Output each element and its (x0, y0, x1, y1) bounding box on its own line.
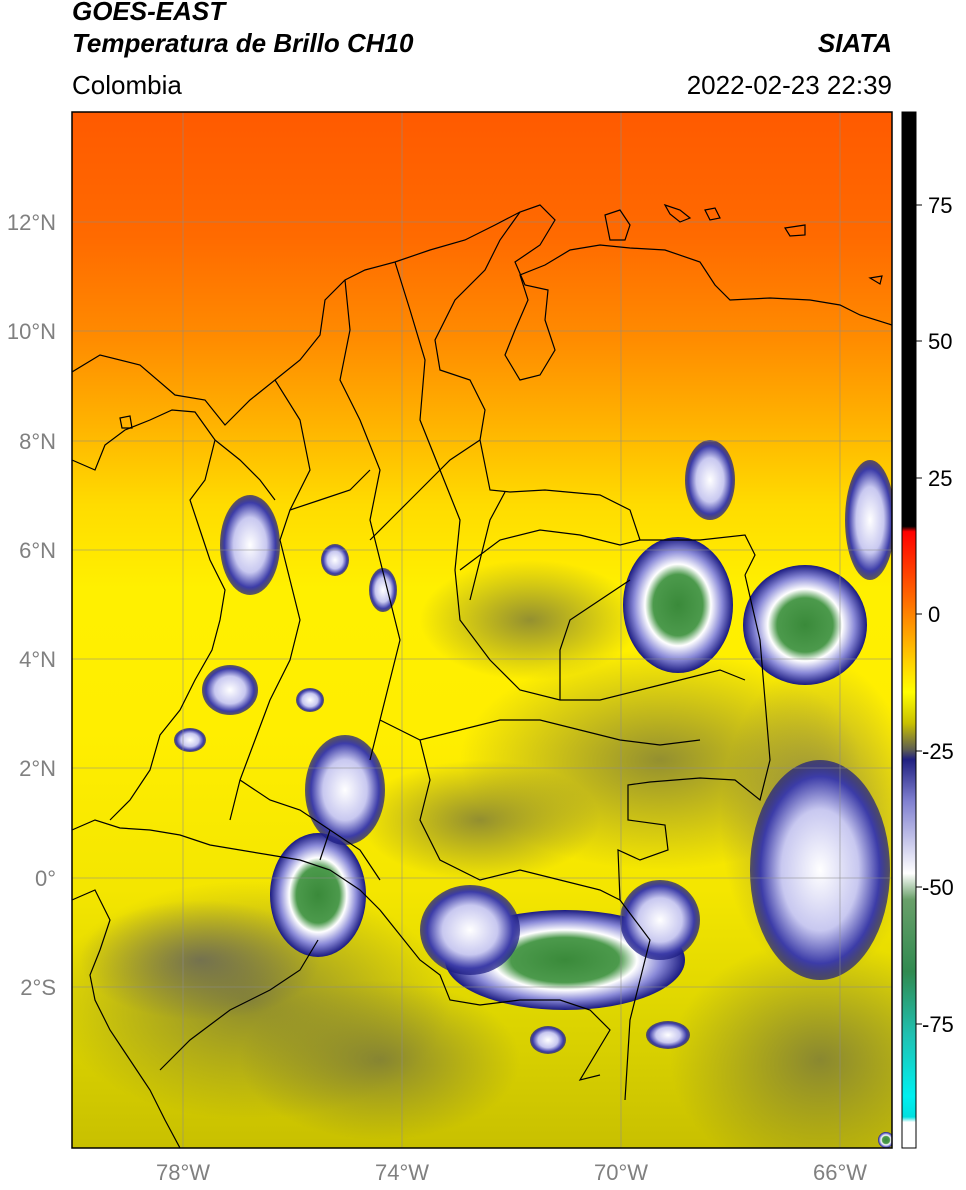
lon-tick-label: 74°W (375, 1160, 429, 1185)
lat-tick-label: 4°N (19, 647, 56, 672)
map-frame (71, 111, 893, 1149)
longitude-labels: 78°W 74°W 70°W 66°W (156, 1160, 867, 1185)
country-borders (72, 203, 892, 1148)
colorbar-tick-label: -25 (922, 739, 954, 764)
lon-tick-label: 78°W (156, 1160, 210, 1185)
colorbar-tick-label: 50 (928, 329, 952, 354)
lat-tick-label: 6°N (19, 538, 56, 563)
map-title-satellite: GOES-EAST (72, 0, 226, 26)
lat-tick-label: 2°S (20, 975, 56, 1000)
brightness-temperature-field (72, 112, 892, 1148)
lat-tick-label: 2°N (19, 756, 56, 781)
lat-tick-label: 0° (35, 866, 56, 891)
colorbar-tick-label: 75 (928, 193, 952, 218)
colorbar: 75 50 25 0 -25 -50 -75 (901, 111, 954, 1149)
colorbar-tick-label: -50 (922, 875, 954, 900)
latitude-labels: 12°N 10°N 8°N 6°N 4°N 2°N 0° 2°S (7, 210, 56, 1000)
map-datetime: 2022-02-23 22:39 (686, 70, 892, 100)
lat-tick-label: 12°N (7, 210, 56, 235)
colorbar-tick-label: 25 (928, 466, 952, 491)
lon-tick-label: 70°W (594, 1160, 648, 1185)
lat-tick-label: 8°N (19, 429, 56, 454)
colorbar-tick-label: -75 (922, 1012, 954, 1037)
map-title-product: Temperatura de Brillo CH10 (72, 28, 414, 58)
lat-tick-label: 10°N (7, 319, 56, 344)
colorbar-tick-label: 0 (928, 602, 940, 627)
map-region: Colombia (72, 70, 182, 100)
colorbar-ramp (901, 111, 917, 1149)
map-credit: SIATA (817, 28, 892, 58)
lon-tick-label: 66°W (813, 1160, 867, 1185)
